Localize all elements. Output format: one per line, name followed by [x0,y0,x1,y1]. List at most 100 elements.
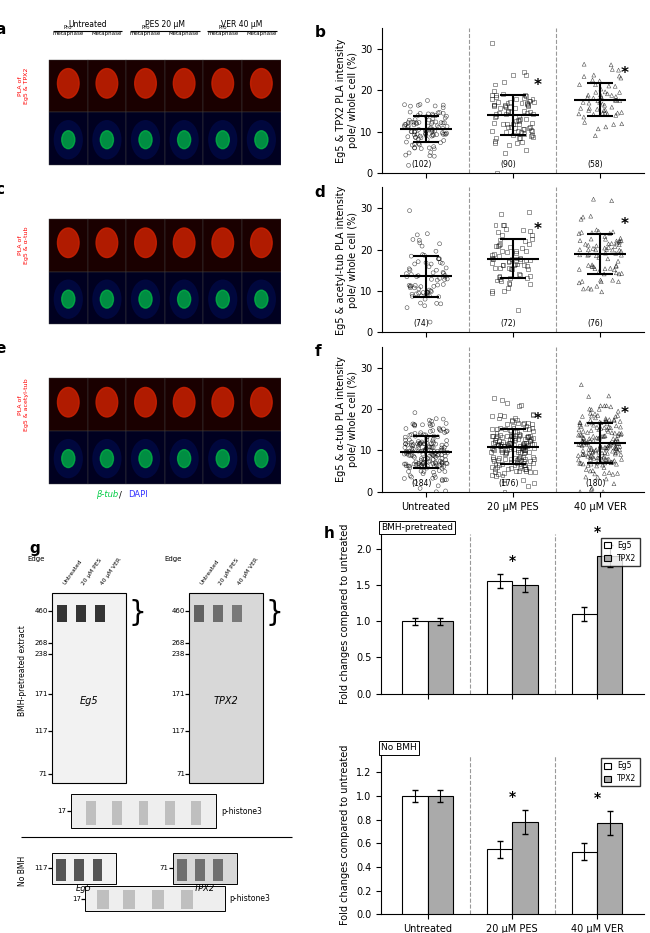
Point [616,447,626,462]
Circle shape [209,120,237,159]
Point [573,438,584,453]
Text: *: * [620,216,629,231]
Point [588,418,599,433]
Point [507,412,517,427]
Text: p-histone3: p-histone3 [221,806,262,815]
Point [588,463,598,478]
Point [602,446,612,461]
Point [419,458,430,473]
Point [578,435,588,450]
Point [599,241,610,256]
Point [422,451,433,466]
Point [418,466,428,481]
Point [495,443,506,458]
Point [582,449,593,464]
Text: 17: 17 [72,896,81,902]
Point [610,92,621,107]
Point [524,93,534,108]
Point [600,261,610,276]
Point [486,440,497,455]
Point [525,276,535,291]
Point [502,117,513,132]
Point [404,158,414,173]
Bar [123,890,135,909]
Point [585,412,595,427]
Point [595,88,606,103]
Point [514,109,525,124]
Point [599,445,610,460]
Text: b: b [315,25,326,40]
Circle shape [96,387,118,417]
Point [592,102,603,117]
Point [410,130,421,145]
Bar [487,581,512,694]
Point [425,314,436,329]
Bar [86,801,96,825]
Point [525,269,536,284]
Point [604,420,614,435]
Point [403,458,413,473]
Point [433,105,443,120]
Point [422,458,432,473]
Point [500,100,511,115]
Point [421,123,432,138]
Point [508,419,519,434]
Point [415,296,426,311]
Point [500,447,510,462]
Point [441,127,451,142]
Point [406,448,416,463]
Point [400,440,410,455]
Point [597,445,607,460]
Point [525,428,535,443]
Point [441,425,452,439]
Point [427,106,437,121]
Point [504,276,515,291]
Point [595,421,606,436]
Circle shape [216,131,229,148]
Text: 117: 117 [34,729,48,734]
Point [615,439,625,453]
Point [404,261,415,276]
Point [509,258,519,272]
Text: Untreated: Untreated [62,559,83,586]
Text: 71: 71 [160,866,169,871]
Bar [71,794,216,829]
Text: 17: 17 [57,808,66,814]
Point [440,270,450,285]
Point [428,432,438,447]
Point [578,443,588,458]
Point [594,431,604,446]
Point [521,464,531,479]
Point [413,268,423,283]
Point [437,454,447,469]
Point [588,191,599,206]
Text: BMH-pretreated: BMH-pretreated [381,522,453,532]
Point [405,262,415,277]
Point [521,439,532,453]
Bar [203,219,242,272]
Point [518,439,528,454]
Point [505,435,515,450]
Point [595,454,606,469]
Point [527,437,538,452]
Point [442,456,452,471]
Point [407,443,417,458]
Point [510,244,521,258]
Point [592,458,602,473]
Circle shape [131,280,159,318]
Point [498,258,508,272]
Bar [165,379,203,431]
Point [428,436,439,451]
Point [505,240,515,255]
Text: Merge: Merge [21,128,27,149]
Bar [126,219,165,272]
Y-axis label: Eg5 & TPX2 PLA intensity
pole/ whole cell (%): Eg5 & TPX2 PLA intensity pole/ whole cel… [336,38,358,162]
Point [497,468,508,483]
Point [579,435,590,450]
Point [614,234,625,249]
Point [428,424,438,439]
Point [410,278,421,293]
Point [403,118,413,133]
Point [506,452,516,466]
Point [493,437,503,452]
